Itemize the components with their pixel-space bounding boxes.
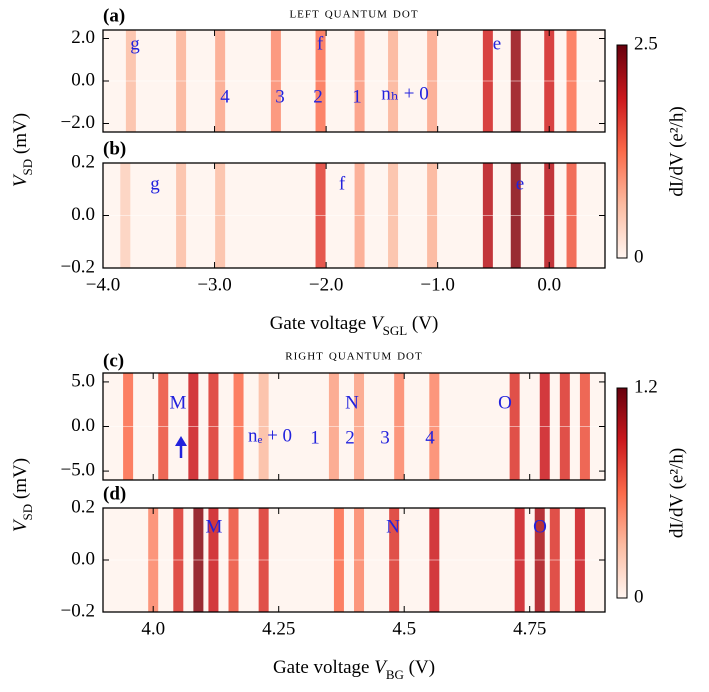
annotation: O [498,392,512,413]
axis-label-part: SD [20,159,35,176]
panel-label: (d) [103,483,126,504]
colorbar [616,387,628,599]
axis-label: Gate voltage VBG (V) [273,657,435,682]
colorbar-tick-label: 0 [634,586,644,607]
annotation: e [516,173,524,194]
y-tick-label: 5.0 [71,370,95,391]
annotation: e [493,33,501,54]
colorbar-tick-label: 0 [634,246,644,267]
axis-label-part: (mV) [10,113,31,159]
axis-label-part: (V) [404,657,435,678]
y-tick-label: 0.2 [71,151,95,172]
y-tick-label: −0.2 [61,600,95,621]
annotation: g [150,173,160,194]
x-tick-label: −4.0 [86,274,120,295]
annotation: 1 [310,427,320,448]
axis-label: VSD (mV) [10,113,35,187]
annotation: 1 [352,86,362,107]
annotation: f [317,33,324,54]
annotation: 3 [275,86,285,107]
colorbar-tick-label: 1.2 [634,376,658,397]
annotation: nₑ + 0 [248,425,292,446]
colorbar-label: dI/dV (e²/h) [666,106,687,196]
axis-label: Gate voltage VSGL (V) [270,313,439,338]
x-tick-label: 0.0 [537,274,561,295]
colorbar [616,44,628,259]
panel-title: right quantum dot [285,347,422,364]
arrow-head [175,436,187,446]
colorbar-label: dI/dV (e²/h) [666,448,687,538]
axis-label-part: V [371,313,385,334]
panel-label: (b) [103,138,126,159]
y-tick-label: 2.0 [71,27,95,48]
annotation: N [345,392,359,413]
axis-label-part: V [374,657,388,678]
annotation: M [170,392,187,413]
annotation: 2 [345,427,355,448]
panel-label: (c) [103,350,124,371]
y-tick-label: −0.2 [61,256,95,277]
annotation: O [533,516,547,537]
annotation: nₕ + 0 [381,83,428,104]
axis-label-part: (V) [407,313,438,334]
y-tick-label: −2.0 [61,112,95,133]
y-tick-label: −5.0 [61,459,95,480]
x-tick-label: 4.0 [141,618,165,639]
y-tick-label: 0.0 [71,204,95,225]
x-tick-label: −2.0 [309,274,343,295]
axis-label-part: V [10,518,31,532]
axis-label-part: Gate voltage [273,657,374,678]
annotation: 4 [425,427,435,448]
panel-title: left quantum dot [289,5,418,22]
x-tick-label: 4.25 [262,618,295,639]
axis-label-part: BG [386,667,404,682]
y-tick-label: 0.0 [71,415,95,436]
annotation: 4 [220,86,230,107]
x-tick-label: 4.5 [392,618,416,639]
axis-label-part: SGL [383,323,408,338]
x-tick-label: 4.75 [513,618,546,639]
axis-label: VSD (mV) [10,458,35,532]
annotation: 3 [380,427,390,448]
annotation: N [386,516,400,537]
y-tick-label: 0.0 [71,548,95,569]
y-tick-label: 0.0 [71,69,95,90]
x-tick-label: −3.0 [197,274,231,295]
axis-label-part: (mV) [10,458,31,504]
y-tick-label: 0.2 [71,496,95,517]
panel-label: (a) [103,5,125,26]
colorbar-tick-label: 2.5 [634,33,658,54]
axis-label-part: SD [20,504,35,521]
annotation: f [339,173,346,194]
annotation: 2 [313,86,323,107]
x-tick-label: −1.0 [420,274,454,295]
axis-label-part: Gate voltage [270,313,371,334]
axis-label-part: V [10,173,31,187]
annotation: M [206,516,223,537]
annotation: g [130,33,140,54]
